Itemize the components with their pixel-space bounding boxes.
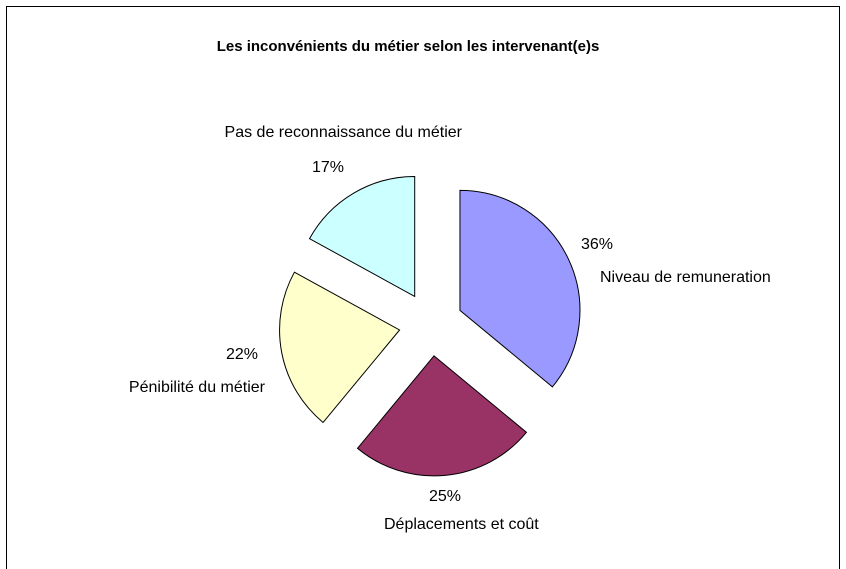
chart-title: Les inconvénients du métier selon les in… xyxy=(217,38,600,55)
percent-label: 17% xyxy=(312,159,344,176)
pie-slice xyxy=(459,189,581,388)
pie-slice xyxy=(356,355,528,477)
percent-label: 22% xyxy=(226,346,258,363)
pie-slice xyxy=(279,271,401,424)
percent-label: 25% xyxy=(429,488,461,505)
category-label: Pénibilité du métier xyxy=(129,379,266,396)
percent-label: 36% xyxy=(581,236,613,253)
chart-border xyxy=(6,6,840,569)
category-label: Déplacements et coût xyxy=(384,516,539,533)
category-label: Pas de reconnaissance du métier xyxy=(225,124,463,141)
category-label: Niveau de remuneration xyxy=(600,269,771,286)
pie-slice xyxy=(308,175,416,298)
